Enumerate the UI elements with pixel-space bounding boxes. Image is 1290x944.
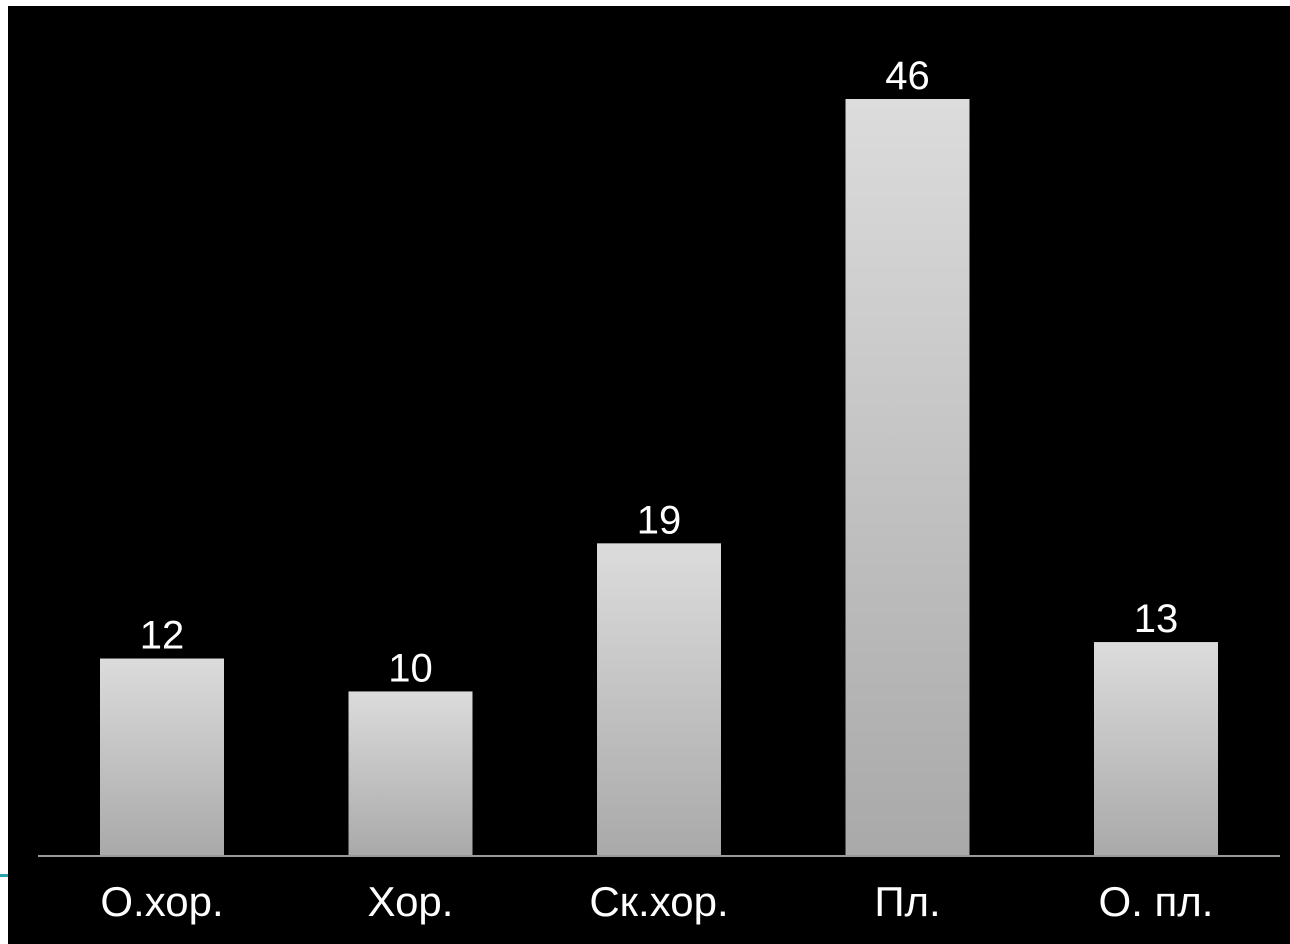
data-label-1: 12 [140,614,185,658]
bar-3 [597,543,721,856]
data-label-2: 10 [388,646,433,690]
bar-2 [348,691,473,856]
category-label-5: О. пл. [1099,878,1214,925]
category-label-3: Ск.хор. [589,878,728,925]
data-label-4: 46 [885,54,930,98]
chart-panel: 12 О.хор. 10 Хор. 19 Ск.хор. 46 Пл. 13 О. пл. [8,6,1290,944]
category-label-1: О.хор. [100,878,223,925]
bar-chart: 12 О.хор. 10 Хор. 19 Ск.хор. 46 Пл. 13 О. пл. [38,54,1280,925]
category-label-2: Хор. [368,878,454,925]
labels-layer: 12 О.хор. 10 Хор. 19 Ск.хор. 46 Пл. 13 О. пл. [100,54,1213,925]
bar-1 [100,658,224,856]
data-label-5: 13 [1134,597,1179,641]
bars-layer [100,99,1218,856]
bar-5 [1094,642,1218,856]
data-label-3: 19 [637,498,682,542]
category-label-4: Пл. [874,878,940,925]
bar-4 [845,99,970,856]
